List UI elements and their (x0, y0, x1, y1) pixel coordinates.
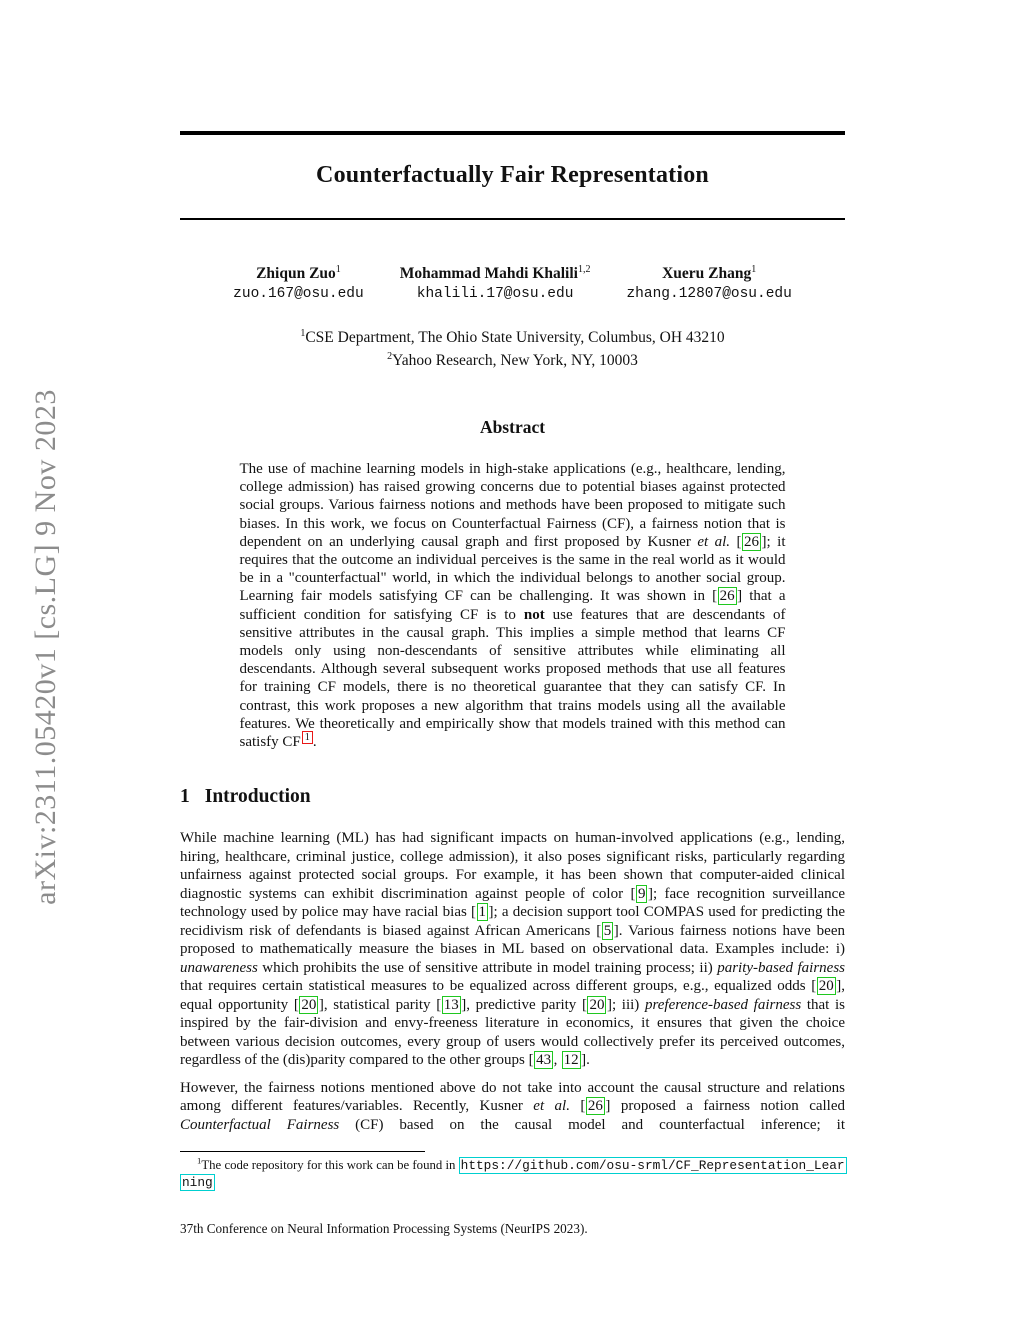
citation-link[interactable]: 12 (561, 1051, 581, 1070)
text-segment: , (553, 1052, 562, 1069)
intro-paragraph-1: While machine learning (ML) has had sign… (180, 829, 845, 1070)
affiliation-line: 1CSE Department, The Ohio State Universi… (180, 324, 845, 347)
text-segment: 1 (197, 1155, 202, 1166)
text-segment: [ (569, 1098, 586, 1115)
text-segment: ]. Various fairness notions have been pr… (180, 922, 845, 958)
citation-link[interactable]: 20 (816, 977, 836, 996)
text-segment: et al. (533, 1098, 570, 1115)
text-segment: ] that a sufficient condition for satisf… (239, 588, 786, 623)
author-name-text: Xueru Zhang (662, 264, 752, 282)
author-email: zhang.12807@osu.edu (626, 285, 792, 302)
title-rule-bottom (180, 218, 845, 220)
footnote-rule (180, 1151, 425, 1153)
author: Mohammad Mahdi Khalili1,2 khalili.17@osu… (400, 260, 591, 304)
abstract-text: The use of machine learning models in hi… (240, 460, 786, 751)
affiliation-text: CSE Department, The Ohio State Universit… (305, 328, 725, 346)
conference-note: 37th Conference on Neural Information Pr… (180, 1221, 588, 1237)
text-segment: ]; face recognition surveillance technol… (180, 885, 845, 921)
affiliation-sup: 2 (387, 350, 393, 362)
affiliation-sup: 1 (300, 327, 306, 339)
abstract-heading: Abstract (479, 416, 546, 437)
paper-title: Counterfactually Fair Representation (316, 162, 709, 188)
author-affil-sup: 1,2 (577, 263, 591, 275)
citation-link[interactable]: 9 (635, 884, 648, 903)
text-segment: The use of machine learning models in hi… (239, 460, 786, 550)
text-segment: . (312, 734, 317, 751)
text-segment: not (523, 606, 545, 623)
author-name-text: Zhiqun Zuo (256, 264, 336, 282)
citation-link[interactable]: 26 (742, 532, 762, 551)
text-segment: that requires certain statistical measur… (180, 978, 817, 995)
text-segment: ]; iii) (606, 996, 645, 1013)
section-number: 1 (180, 786, 190, 808)
paper-content-column: Counterfactually Fair Representation Zhi… (180, 131, 847, 1237)
text-segment: preference-based fairness (644, 996, 802, 1013)
author-name: Xueru Zhang1 (626, 260, 791, 283)
text-segment: that is inspired by the fair-division an… (180, 996, 845, 1069)
affiliation-block: 1CSE Department, The Ohio State Universi… (180, 324, 845, 370)
footnote-ref-link[interactable]: 1 (301, 731, 313, 745)
citation-link[interactable]: 1 (476, 903, 489, 922)
text-segment: which prohibits the use of sensitive att… (257, 959, 718, 976)
author-email: zuo.167@osu.edu (233, 285, 364, 302)
citation-link[interactable]: 13 (441, 995, 461, 1014)
footnote-text: 1The code repository for this work can b… (180, 1155, 847, 1192)
affiliation-line: 2Yahoo Research, New York, NY, 10003 (180, 347, 845, 370)
affiliation-text: Yahoo Research, New York, NY, 10003 (392, 351, 638, 369)
author-affil-sup: 1 (335, 263, 341, 275)
author-name-text: Mohammad Mahdi Khalili (399, 264, 578, 282)
text-segment: parity-based fairness (717, 959, 845, 976)
section-heading-introduction: 1 Introduction (180, 785, 845, 809)
citation-link[interactable]: 26 (585, 1097, 605, 1116)
citation-link[interactable]: 26 (717, 587, 737, 606)
text-segment: ]; it requires that the outcome an indiv… (239, 533, 786, 605)
text-segment: et al. (697, 533, 731, 550)
text-segment: ], statistical parity [ (318, 996, 442, 1013)
text-segment: [ (730, 533, 742, 550)
citation-link[interactable]: 20 (299, 995, 319, 1014)
text-segment: ]; a decision support tool COMPAS used f… (180, 904, 845, 939)
section-title: Introduction (204, 786, 311, 808)
text-segment: use features that are descendants of sen… (239, 606, 786, 751)
text-segment: While machine learning (ML) has had sign… (180, 830, 845, 902)
intro-paragraph-2: However, the fairness notions mentioned … (180, 1079, 845, 1135)
citation-link[interactable]: 5 (601, 921, 614, 940)
text-segment: ]. (581, 1052, 590, 1069)
text-segment: Counterfactual Fairness (180, 1116, 340, 1133)
text-segment: The code repository for this work can be… (201, 1158, 459, 1173)
citation-link[interactable]: 20 (587, 995, 607, 1014)
text-segment: ], predictive parity [ (461, 996, 587, 1013)
author-name: Mohammad Mahdi Khalili1,2 (400, 260, 591, 283)
author: Zhiqun Zuo1 zuo.167@osu.edu (233, 260, 364, 304)
arxiv-watermark: arXiv:2311.05420v1 [cs.LG] 9 Nov 2023 (29, 389, 62, 905)
author-name: Zhiqun Zuo1 (233, 260, 364, 283)
text-segment: However, the fairness notions mentioned … (180, 1079, 845, 1115)
text-segment: ] proposed a fairness notion called (605, 1098, 846, 1115)
title-rule-top (180, 131, 845, 135)
author-affil-sup: 1 (751, 263, 757, 275)
text-segment: (CF) based on the causal model and count… (339, 1116, 845, 1133)
text-segment: unawareness (180, 959, 258, 976)
code-repository-url-link[interactable]: https://github.com/osu-srml/CF_Represent… (180, 1157, 847, 1192)
author: Xueru Zhang1 zhang.12807@osu.edu (626, 260, 791, 304)
author-block: Zhiqun Zuo1 zuo.167@osu.edu Mohammad Mah… (180, 260, 845, 304)
author-email: khalili.17@osu.edu (416, 285, 574, 302)
text-segment: ], equal opportunity [ (180, 978, 845, 1013)
citation-link[interactable]: 43 (534, 1051, 554, 1070)
